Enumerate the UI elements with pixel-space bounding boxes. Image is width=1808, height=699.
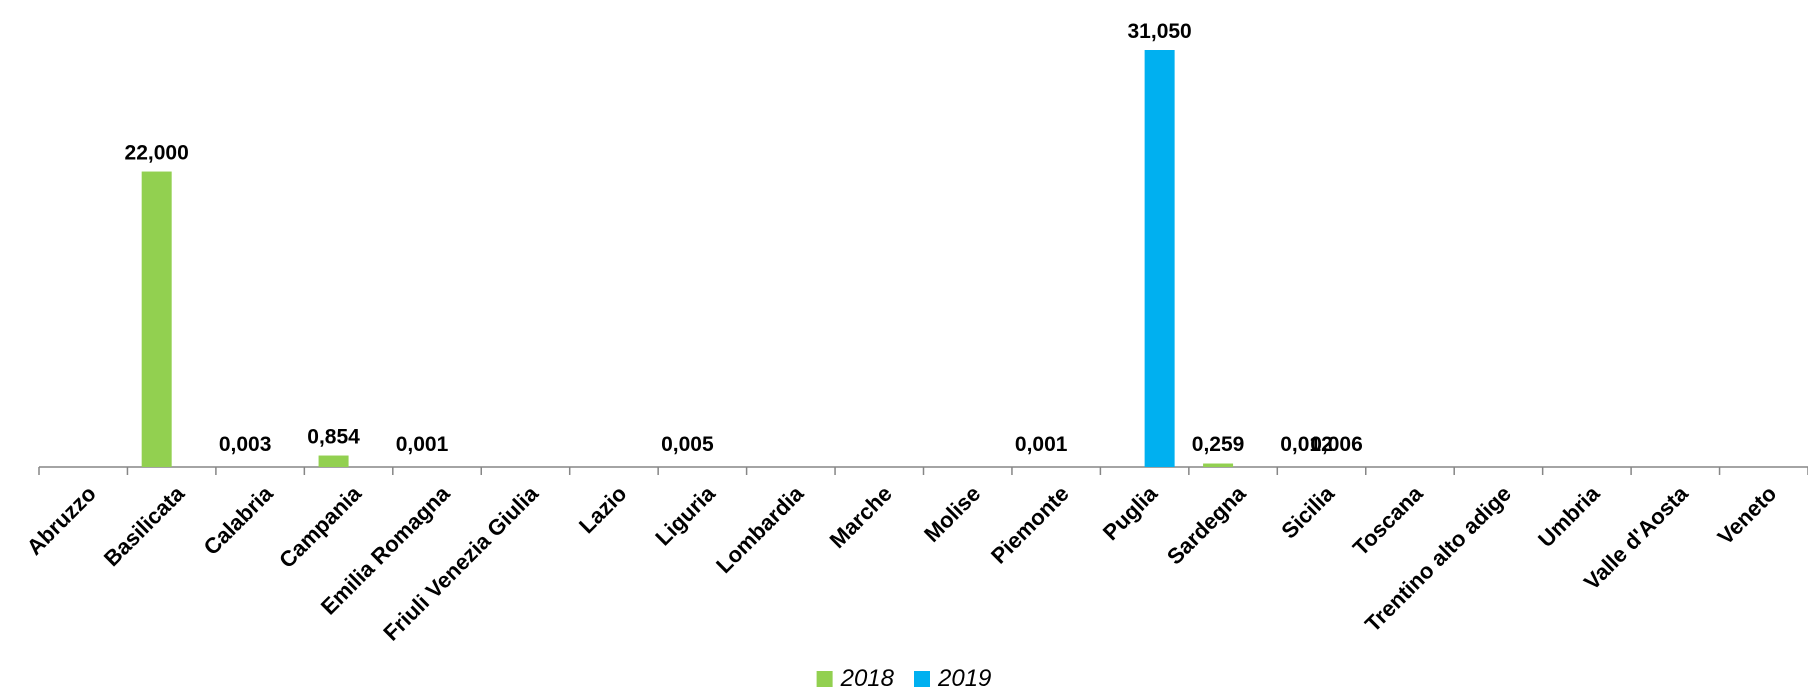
data-label: 0,006	[1310, 433, 1363, 456]
data-label: 0,005	[661, 433, 714, 456]
x-tick-label: Friuli Venezia Giulia	[378, 480, 543, 645]
legend-label: 2019	[937, 665, 991, 692]
data-label: 0,003	[219, 433, 272, 456]
x-tick-label: Puglia	[1098, 480, 1163, 545]
bar-2018-campania	[318, 455, 349, 467]
x-tick-label: Lazio	[574, 481, 631, 538]
data-label: 0,259	[1192, 433, 1245, 456]
x-tick-label: Abruzzo	[22, 481, 101, 560]
data-label: 0,001	[1015, 433, 1068, 456]
x-tick-label: Lombardia	[711, 480, 809, 578]
x-tick-label: Campania	[274, 480, 367, 573]
data-label: 0,012	[1280, 433, 1333, 456]
x-tick-label: Trentino alto adige	[1360, 481, 1516, 637]
x-tick-label: Molise	[919, 481, 985, 547]
x-tick-label: Piemonte	[986, 481, 1074, 569]
x-tick-label: Sardegna	[1162, 480, 1251, 569]
x-tick-label: Toscana	[1348, 480, 1428, 560]
legend-swatch	[816, 671, 833, 687]
data-label: 31,050	[1128, 20, 1192, 43]
x-tick-label: Veneto	[1713, 481, 1782, 550]
bar-2019-puglia	[1144, 50, 1175, 467]
data-label: 0,001	[396, 433, 449, 456]
bar-2018-sardegna	[1203, 463, 1234, 467]
x-tick-label: Umbria	[1533, 480, 1605, 552]
x-tick-label: Basilicata	[99, 480, 190, 571]
legend-label: 2018	[840, 665, 895, 692]
x-tick-label: Calabria	[199, 480, 279, 560]
x-tick-label: Marche	[825, 481, 897, 553]
x-tick-label: Sicilia	[1276, 480, 1339, 543]
bar-2018-basilicata	[141, 171, 172, 467]
data-label: 0,854	[307, 426, 360, 449]
legend-swatch	[914, 671, 930, 687]
data-label: 22,000	[125, 142, 189, 165]
legend: 2018 2019	[816, 665, 991, 692]
x-tick-label: Liguria	[650, 480, 720, 550]
